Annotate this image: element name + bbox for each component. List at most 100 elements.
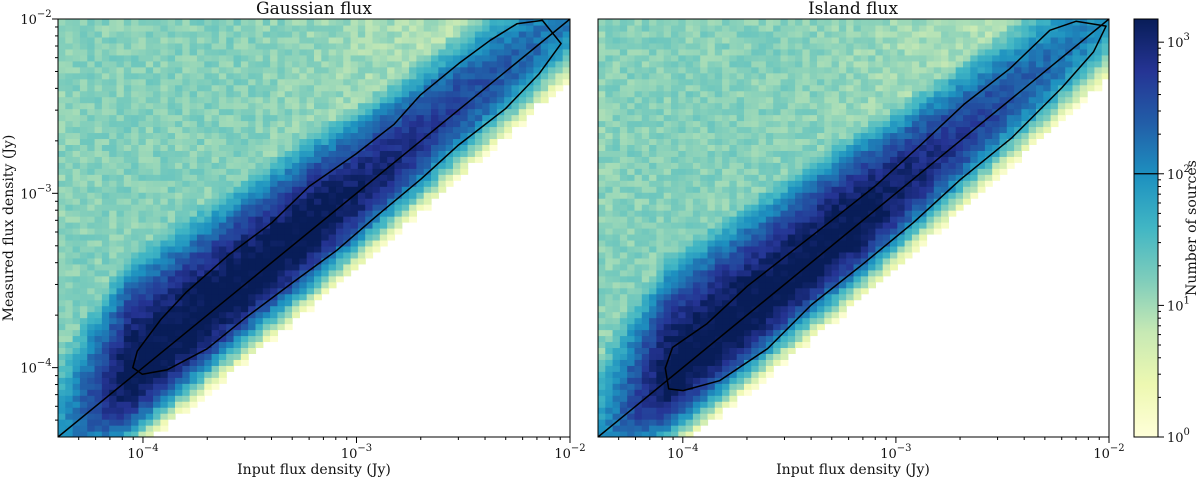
heatmap-cell [387, 138, 396, 145]
heatmap-cell [489, 36, 498, 44]
heatmap-cell [474, 54, 483, 62]
heatmap-cell [240, 126, 249, 134]
heatmap-cell [744, 156, 752, 163]
heatmap-cell [94, 275, 103, 283]
heatmap-cell [58, 347, 66, 354]
heatmap-cell [211, 144, 220, 151]
heatmap-cell [350, 90, 359, 98]
heatmap-cell [189, 216, 198, 223]
heatmap-cell [431, 78, 439, 86]
heatmap-cell [299, 269, 308, 277]
heatmap-cell [773, 263, 782, 271]
heatmap-cell [109, 233, 118, 241]
heatmap-cell [663, 210, 672, 217]
heatmap-cell [335, 168, 344, 175]
heatmap-cell [321, 269, 330, 277]
heatmap-cell [270, 19, 279, 26]
heatmap-cell [218, 281, 227, 289]
heatmap-cell [138, 48, 147, 56]
heatmap-cell [744, 42, 752, 50]
heatmap-cell [248, 138, 257, 145]
heatmap-cell [656, 66, 665, 74]
heatmap-cell [634, 138, 643, 145]
heatmap-cell [641, 275, 650, 283]
heatmap-cell [744, 293, 752, 301]
heatmap-cell [619, 395, 628, 402]
heatmap-cell [751, 168, 760, 175]
heatmap-cell [765, 156, 774, 163]
heatmap-cell [612, 323, 621, 331]
heatmap-cell [123, 19, 132, 26]
heatmap-cell [692, 299, 701, 307]
heatmap-cell [627, 263, 636, 271]
heatmap-cell [612, 299, 621, 307]
heatmap-cell [692, 156, 701, 163]
heatmap-cell [160, 269, 169, 277]
heatmap-cell [101, 48, 110, 56]
heatmap-cell [328, 144, 337, 151]
heatmap-cell [765, 174, 774, 181]
heatmap-cell [262, 60, 271, 68]
heatmap-cell [758, 210, 767, 217]
heatmap-cell [736, 228, 745, 235]
heatmap-cell [328, 24, 337, 32]
heatmap-cell [612, 245, 621, 253]
heatmap-cell [416, 24, 425, 32]
heatmap-cell [692, 407, 701, 414]
heatmap-cell [138, 186, 147, 193]
heatmap-cell [101, 144, 110, 151]
heatmap-cell [123, 150, 132, 157]
heatmap-cell [445, 19, 454, 26]
heatmap-cell [773, 60, 782, 68]
heatmap-cell [780, 275, 789, 283]
heatmap-cell [58, 425, 66, 432]
heatmap-cell [255, 245, 264, 253]
heatmap-cell [722, 305, 730, 313]
heatmap-cell [292, 19, 300, 26]
heatmap-cell [365, 126, 374, 134]
heatmap-cell [255, 263, 264, 271]
heatmap-cell [233, 263, 242, 271]
heatmap-cell [649, 347, 657, 354]
heatmap-cell [116, 365, 125, 372]
heatmap-cell [671, 72, 679, 80]
heatmap-cell [131, 114, 140, 122]
heatmap-cell [714, 126, 723, 134]
heatmap-cell [656, 42, 665, 50]
heatmap-cell [518, 42, 527, 50]
heatmap-cell [663, 204, 672, 211]
heatmap-cell [284, 269, 293, 277]
heatmap-cell [153, 341, 161, 349]
heatmap-cell [284, 192, 293, 199]
heatmap-cell [357, 90, 366, 98]
heatmap-cell [116, 84, 125, 92]
heatmap-cell [431, 36, 439, 44]
heatmap-cell [262, 48, 271, 56]
heatmap-cell [240, 138, 249, 145]
heatmap-cell [736, 210, 745, 217]
heatmap-cell [335, 216, 344, 223]
heatmap-cell [277, 263, 286, 271]
heatmap-cell [335, 245, 344, 253]
heatmap-cell [736, 132, 745, 140]
heatmap-cell [123, 233, 132, 241]
heatmap-cell [87, 48, 96, 56]
heatmap-cell [65, 108, 74, 116]
heatmap-cell [765, 305, 774, 313]
heatmap-cell [116, 96, 125, 104]
heatmap-cell [671, 54, 679, 62]
heatmap-cell [87, 42, 96, 50]
heatmap-cell [707, 317, 716, 325]
heatmap-cell [138, 401, 147, 408]
heatmap-cell [452, 168, 461, 175]
heatmap-cell [233, 132, 242, 140]
heatmap-cell [233, 317, 242, 325]
heatmap-cell [627, 287, 636, 295]
heatmap-cell [627, 353, 636, 360]
heatmap-cell [685, 66, 694, 74]
heatmap-cell [196, 19, 205, 26]
heatmap-cell [700, 341, 709, 349]
heatmap-cell [452, 54, 461, 62]
heatmap-cell [270, 281, 279, 289]
heatmap-cell [167, 233, 176, 241]
